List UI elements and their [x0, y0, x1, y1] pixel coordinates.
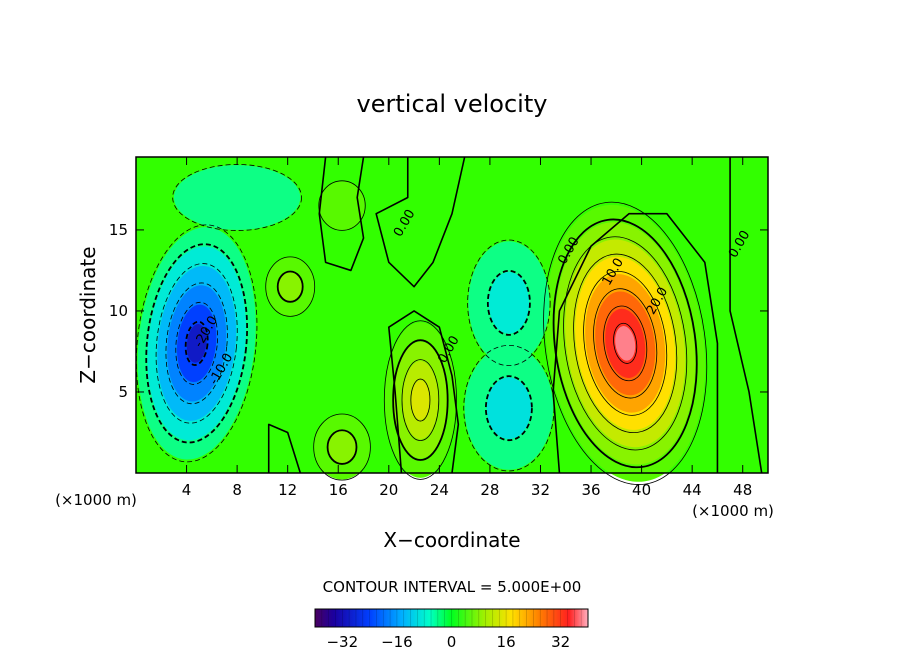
colorbar-tick-label: −32 — [326, 633, 358, 651]
contour-line — [313, 413, 371, 481]
x-tick-label: 16 — [329, 481, 348, 499]
contour-line — [165, 282, 228, 405]
contour-line — [184, 320, 209, 366]
colorbar-tick-label: 16 — [497, 633, 516, 651]
x-unit-right: (×1000 m) — [692, 502, 774, 520]
x-tick-label: 24 — [430, 481, 449, 499]
velocity-field — [137, 165, 706, 482]
field-band — [411, 380, 430, 420]
zero-contour-line — [552, 212, 719, 474]
x-tick-label: 4 — [182, 481, 192, 499]
x-tick-label: 8 — [232, 481, 242, 499]
contour-line — [543, 201, 708, 485]
y-axis-ticks: 5 10 15 — [109, 221, 768, 401]
x-tick-label: 28 — [480, 481, 499, 499]
field-band — [278, 272, 303, 302]
contour-line — [383, 320, 457, 480]
field-band — [615, 326, 636, 361]
contour-interval-text: CONTOUR INTERVAL = 5.000E+00 — [323, 578, 582, 596]
y-axis-label: Z−coordinate — [76, 246, 100, 383]
y-tick-label: 10 — [109, 302, 128, 320]
colorbar-bands — [314, 609, 589, 627]
zero-contour-line — [267, 423, 302, 474]
contour-line — [318, 180, 366, 231]
zero-contour-line — [387, 310, 460, 474]
contour-line — [593, 288, 658, 399]
contour-line — [486, 269, 531, 336]
contour-line — [265, 256, 316, 317]
contour-line — [573, 253, 678, 434]
x-tick-label: 44 — [683, 481, 702, 499]
contour-line — [392, 339, 449, 461]
x-axis-label: X−coordinate — [383, 528, 520, 552]
contour-lines — [135, 156, 763, 485]
contour-line — [135, 224, 258, 463]
contour-line — [276, 270, 304, 303]
colorbar: −32 −16 0 16 32 — [314, 608, 589, 651]
field-band — [173, 165, 301, 230]
zero-contour-line — [729, 157, 763, 474]
contour-line — [583, 270, 668, 416]
contour-line — [175, 301, 218, 385]
contour-line — [155, 263, 238, 424]
x-tick-label: 20 — [379, 481, 398, 499]
field-band — [328, 430, 356, 464]
x-tick-label: 36 — [581, 481, 600, 499]
colorbar-tick-label: −16 — [381, 633, 413, 651]
field-band — [486, 377, 531, 439]
y-tick-label: 5 — [118, 383, 128, 401]
contour-line — [145, 243, 249, 444]
plot-frame — [135, 156, 769, 474]
field-band — [186, 323, 207, 363]
field-band — [488, 272, 530, 334]
contour-line — [603, 305, 648, 382]
contour-line — [401, 359, 440, 441]
x-axis-ticks: 4 8 12 16 20 24 28 32 36 40 44 48 — [182, 157, 752, 499]
colorbar-tick-label: 32 — [551, 633, 570, 651]
field-band — [319, 181, 365, 230]
colorbar-ticks: −32 −16 0 16 32 — [326, 633, 570, 651]
x-tick-label: 48 — [733, 481, 752, 499]
x-tick-label: 32 — [531, 481, 550, 499]
x-unit-left: (×1000 m) — [55, 491, 137, 509]
y-tick-label: 15 — [109, 221, 128, 239]
contour-line — [326, 429, 358, 465]
contour-line — [467, 239, 551, 367]
zero-contour-line — [375, 156, 466, 288]
colorbar-gradient — [314, 608, 589, 628]
contour-line — [613, 322, 638, 364]
x-tick-label: 12 — [278, 481, 297, 499]
contour-line — [484, 375, 533, 442]
colorbar-tick-label: 0 — [447, 633, 457, 651]
chart-title: vertical velocity — [357, 90, 548, 118]
x-tick-label: 40 — [632, 481, 651, 499]
zero-contour-line — [318, 156, 365, 272]
contour-line — [410, 378, 431, 422]
contour-line — [563, 236, 688, 451]
